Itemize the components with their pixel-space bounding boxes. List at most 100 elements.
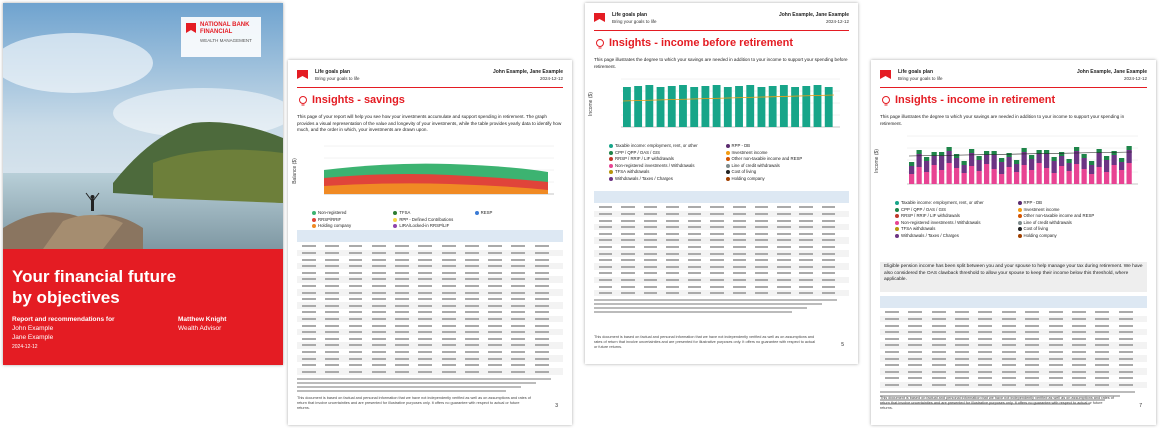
legend-label: CPP / QPP / OAS / GIS <box>615 149 660 155</box>
table-cell <box>464 278 479 281</box>
table-cell <box>348 304 363 307</box>
table-cell <box>643 212 657 215</box>
table-cell <box>395 331 410 334</box>
table-cell <box>665 212 680 215</box>
table-cell <box>441 364 456 367</box>
table-cell <box>1118 370 1133 373</box>
table-cell <box>464 291 479 294</box>
table-cell <box>1071 311 1086 314</box>
table-cell <box>1025 357 1040 360</box>
table-cell <box>710 272 724 275</box>
table-cell <box>688 232 702 235</box>
table-cell <box>371 298 386 301</box>
header-rule <box>594 30 849 31</box>
table-cell <box>665 259 680 262</box>
legend-swatch <box>725 150 730 155</box>
table-cell <box>464 298 479 301</box>
table-cell <box>534 324 549 327</box>
table-cell <box>978 344 993 347</box>
table-cell <box>441 337 456 340</box>
table-cell <box>418 258 433 261</box>
table-cell <box>754 285 769 288</box>
table-cell <box>821 285 836 288</box>
table-cell <box>511 298 526 301</box>
table-cell <box>710 265 724 268</box>
table-cell <box>395 258 410 261</box>
table-cell <box>534 370 549 373</box>
plan-tagline: Bring your goals to life <box>898 76 943 81</box>
table-cell <box>418 364 433 367</box>
table-cell <box>821 259 836 262</box>
table-cell <box>821 272 836 275</box>
table-cell <box>777 259 791 262</box>
table-cell <box>955 344 970 347</box>
table-cell <box>371 311 386 314</box>
table-cell <box>931 344 946 347</box>
table-cell <box>688 252 702 255</box>
table-cell <box>511 331 526 334</box>
table-cell <box>978 337 993 340</box>
table-cell <box>885 350 900 353</box>
table-cell <box>418 284 433 287</box>
table-cell <box>464 245 479 248</box>
table-cell <box>371 284 386 287</box>
table-cell <box>978 383 993 386</box>
table-cell <box>395 337 410 340</box>
cover-date: 2024-12-12 <box>12 344 38 350</box>
table-cell <box>371 331 386 334</box>
table-cell <box>665 245 680 248</box>
table-cell <box>371 337 386 340</box>
table-cell <box>908 377 923 380</box>
legend-label: RRSP / RRIF / LIF withdrawals <box>901 213 960 218</box>
legend-label: Withdrawals / Taxes / Charges <box>615 175 673 181</box>
table-cell <box>732 272 746 275</box>
table-cell <box>464 311 479 314</box>
table-cell <box>799 232 813 235</box>
table-cell <box>395 284 410 287</box>
table-cell <box>441 284 456 287</box>
table-cell <box>371 357 386 360</box>
table-cell <box>348 344 363 347</box>
table-cell <box>688 265 702 268</box>
table-cell <box>1001 317 1016 320</box>
table-cell <box>1071 324 1086 327</box>
table-cell <box>418 331 433 334</box>
legend-label: Cost of living <box>1023 226 1049 231</box>
table-cell <box>464 364 479 367</box>
table-cell <box>534 291 549 294</box>
table-cell <box>1048 337 1063 340</box>
footnote-line <box>297 386 521 388</box>
y-axis-title: Income ($) <box>873 149 880 173</box>
table-cell <box>821 226 836 229</box>
page-number: 7 <box>1139 403 1142 409</box>
table-cell <box>488 278 503 281</box>
table-cell <box>821 278 836 281</box>
logo-flag <box>594 13 605 22</box>
table-cell <box>688 245 702 248</box>
table-cell <box>710 259 724 262</box>
table-cell <box>978 364 993 367</box>
table-cell <box>371 304 386 307</box>
advisor-name: Matthew Knight <box>178 316 227 323</box>
table-cell <box>799 265 813 268</box>
disclaimer: This document is based on factual and pe… <box>880 396 1114 410</box>
table-cell <box>371 291 386 294</box>
table-cell <box>621 226 635 229</box>
table-cell <box>464 271 479 274</box>
legend-label: Investment income <box>731 149 768 155</box>
table-cell <box>348 258 363 261</box>
table-cell <box>511 258 526 261</box>
table-cell <box>799 239 813 242</box>
cover-page: NATIONAL BANK FINANCIAL WEALTH MANAGEMEN… <box>3 3 283 365</box>
advisor-role: Wealth Advisor <box>178 325 222 332</box>
footnote-line <box>594 311 792 313</box>
table-cell <box>1001 311 1016 314</box>
table-cell <box>441 317 456 320</box>
table-cell <box>488 317 503 320</box>
table-cell <box>665 206 680 209</box>
table-cell <box>371 258 386 261</box>
table-cell <box>777 272 791 275</box>
table-cell <box>621 212 635 215</box>
table-cell <box>418 337 433 340</box>
table-cell <box>418 265 433 268</box>
